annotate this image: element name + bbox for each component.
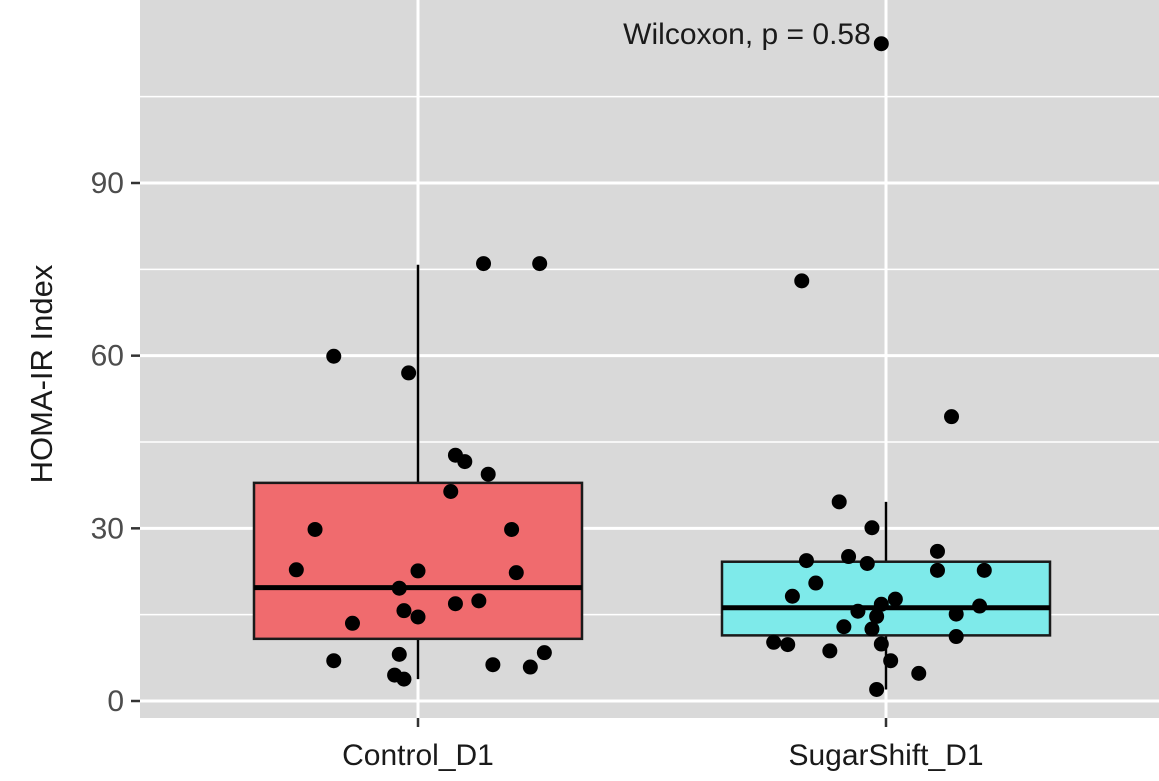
- data-point: [864, 520, 880, 536]
- data-point: [391, 580, 407, 596]
- data-point: [471, 593, 487, 609]
- x-tick-label: Control_D1: [342, 739, 494, 772]
- data-point: [443, 483, 459, 499]
- data-point: [410, 563, 426, 579]
- data-point: [864, 621, 880, 637]
- x-tick-label: SugarShift_D1: [788, 739, 983, 772]
- data-point: [480, 466, 496, 482]
- data-point: [326, 653, 342, 669]
- data-point: [873, 596, 889, 612]
- data-point: [841, 549, 857, 565]
- data-point: [850, 603, 866, 619]
- y-axis-title: HOMA-IR Index: [24, 264, 59, 483]
- data-point: [794, 273, 810, 289]
- data-point: [869, 681, 885, 697]
- data-point: [307, 521, 323, 537]
- points: [288, 36, 992, 697]
- data-point: [396, 603, 412, 619]
- data-point: [929, 543, 945, 559]
- data-point: [536, 645, 552, 661]
- annotation-text: Wilcoxon, p = 0.58: [623, 18, 871, 51]
- data-point: [883, 653, 899, 669]
- data-point: [948, 629, 964, 645]
- data-point: [869, 608, 885, 624]
- data-point: [504, 521, 520, 537]
- axes: 0 30 60 90 Control_D1 SugarShift_D1: [91, 167, 984, 772]
- data-point: [887, 591, 903, 607]
- data-point: [944, 409, 960, 425]
- data-point: [822, 643, 838, 659]
- data-point: [976, 562, 992, 578]
- data-point: [766, 634, 782, 650]
- data-point: [798, 553, 814, 569]
- data-point: [784, 588, 800, 604]
- data-point: [836, 619, 852, 635]
- data-point: [485, 657, 501, 673]
- data-point: [401, 365, 417, 381]
- data-point: [457, 454, 473, 470]
- y-tick-label: 60: [91, 340, 124, 373]
- data-point: [391, 646, 407, 662]
- data-point: [396, 671, 412, 687]
- data-point: [410, 609, 426, 625]
- data-point: [831, 494, 847, 510]
- data-point: [873, 36, 889, 52]
- data-point: [476, 256, 492, 272]
- data-point: [447, 596, 463, 612]
- data-point: [508, 565, 524, 581]
- y-tick-label: 30: [91, 512, 124, 545]
- data-point: [288, 562, 304, 578]
- data-point: [948, 606, 964, 622]
- y-tick-label: 0: [107, 685, 124, 718]
- boxes: [252, 264, 1052, 690]
- y-tick-label: 90: [91, 167, 124, 200]
- data-point: [344, 615, 360, 631]
- data-point: [808, 575, 824, 591]
- data-point: [532, 256, 548, 272]
- data-point: [972, 598, 988, 614]
- data-point: [780, 637, 796, 653]
- data-point: [326, 348, 342, 364]
- data-point: [859, 555, 875, 571]
- data-point: [873, 636, 889, 652]
- data-point: [911, 665, 927, 681]
- data-point: [929, 562, 945, 578]
- data-point: [522, 659, 538, 675]
